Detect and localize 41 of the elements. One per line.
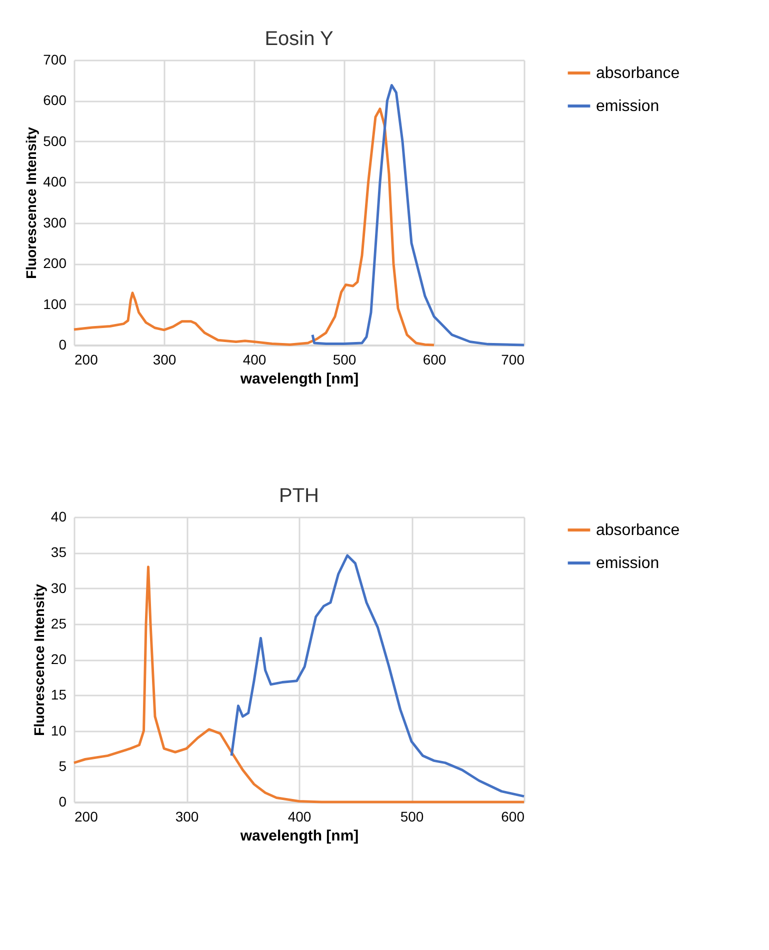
y-tick-label: 100 <box>43 296 67 312</box>
x-tick-label: 200 <box>74 352 98 368</box>
y-tick-label: 200 <box>43 255 67 272</box>
x-tick-label: 500 <box>400 808 424 824</box>
x-tick-label: 300 <box>175 808 199 824</box>
y-tick-label: 20 <box>50 651 67 667</box>
x-tick-label: 400 <box>288 808 312 824</box>
y-tick-label: 30 <box>50 580 67 596</box>
legend-label: emission <box>596 555 660 572</box>
y-tick-label: 15 <box>50 686 67 703</box>
x-tick-label: 700 <box>501 352 525 368</box>
x-axis-title: wavelength [nm] <box>239 828 359 844</box>
y-tick-label: 0 <box>58 336 67 352</box>
line-series <box>72 108 436 346</box>
x-tick-label: 600 <box>422 352 446 368</box>
legend-label: absorbance <box>596 522 680 539</box>
y-tick-label: 600 <box>43 92 67 108</box>
x-tick-label: 200 <box>74 808 98 824</box>
y-tick-label: 500 <box>43 132 67 149</box>
x-tick-label: 600 <box>501 808 525 824</box>
y-tick-label: 10 <box>50 722 67 738</box>
y-axis-title: Fluorescence Intensity <box>30 584 47 736</box>
x-axis-title: wavelength [nm] <box>239 370 359 388</box>
y-axis-title: Fluorescence Intensity <box>23 126 40 279</box>
legend-label: absorbance <box>596 65 680 82</box>
y-tick-label: 300 <box>43 214 67 230</box>
x-tick-label: 300 <box>152 352 176 368</box>
line-series <box>311 84 526 346</box>
x-tick-label: 400 <box>242 352 266 368</box>
x-tick-label: 500 <box>332 352 356 368</box>
y-tick-label: 5 <box>58 758 67 774</box>
chart-title: Eosin Y <box>264 28 334 50</box>
chart-title: PTH <box>279 485 319 507</box>
y-tick-label: 400 <box>43 174 67 190</box>
line-series <box>230 554 526 798</box>
legend-label: emission <box>596 98 660 115</box>
y-tick-label: 40 <box>50 508 67 524</box>
y-tick-label: 0 <box>58 794 67 810</box>
y-tick-label: 700 <box>43 52 67 68</box>
y-tick-label: 25 <box>50 615 67 632</box>
y-tick-label: 35 <box>50 544 67 560</box>
